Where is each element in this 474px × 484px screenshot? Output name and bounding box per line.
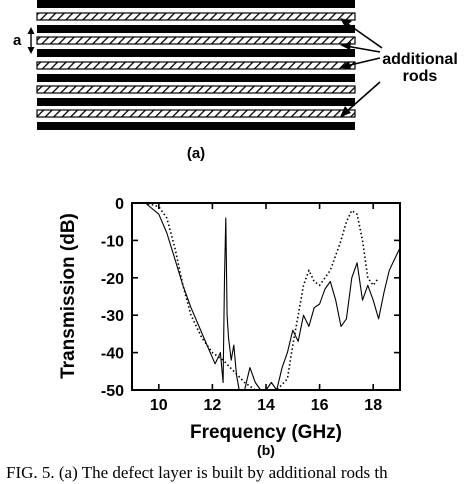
- lattice-spacing-marker: a: [13, 27, 35, 54]
- additional-rods-callout: additional rods: [340, 18, 458, 117]
- panel-b-label: (b): [257, 442, 275, 458]
- solid-rod-layer: [37, 74, 355, 82]
- hatched-rod-layer: [36, 109, 356, 118]
- y-tick-label: -20: [101, 271, 124, 288]
- y-tick-label: -10: [101, 233, 124, 250]
- solid-rod-layer: [37, 25, 355, 33]
- transmission-chart: 10 12 14 16 18 0 -10 -20 -30 -40 -50 Frequency (G…: [58, 196, 401, 458]
- figure-caption: FIG. 5. (a) The defect layer is built by…: [6, 463, 388, 482]
- solid-rod-layer: [37, 49, 355, 57]
- plot-frame: [131, 202, 401, 391]
- solid-rod-layer: [37, 122, 355, 130]
- hatched-rod-layer: [36, 12, 356, 21]
- additional-rods-label-line2: rods: [403, 68, 438, 85]
- x-tick-label: 16: [311, 397, 329, 414]
- solid-rod-layer: [37, 98, 355, 106]
- x-axis: 10 12 14 16 18: [150, 203, 382, 414]
- x-axis-label: Frequency (GHz): [190, 422, 342, 443]
- hatched-rod-layer: [36, 36, 356, 45]
- solid-rod-layer: [37, 0, 355, 8]
- y-tick-label: 0: [115, 196, 124, 213]
- rod-structure-diagram: [36, 0, 356, 130]
- y-tick-label: -30: [101, 308, 124, 325]
- x-tick-label: 18: [364, 397, 382, 414]
- additional-rods-label-line1: additional: [382, 51, 458, 68]
- lattice-spacing-label: a: [13, 32, 22, 49]
- dotted-transmission-curve: [132, 202, 380, 391]
- solid-transmission-curve: [132, 202, 401, 391]
- x-tick-label: 10: [150, 397, 168, 414]
- panel-a-label: (a): [187, 145, 205, 162]
- series-layer: [132, 202, 401, 391]
- y-axis: 0 -10 -20 -30 -40 -50: [101, 196, 400, 400]
- y-tick-label: -40: [101, 346, 124, 363]
- x-tick-label: 14: [257, 397, 275, 414]
- hatched-rod-layer: [36, 61, 356, 70]
- hatched-rod-layer: [36, 85, 356, 94]
- y-tick-label: -50: [101, 383, 124, 400]
- x-tick-label: 12: [204, 397, 222, 414]
- y-axis-label: Transmission (dB): [58, 213, 79, 379]
